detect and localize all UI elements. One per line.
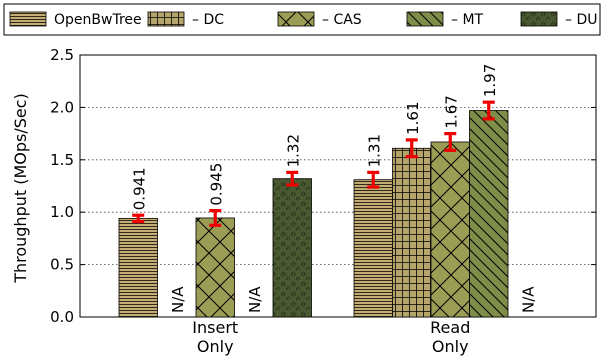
y-tick-label: 2.5 [50, 46, 74, 64]
bar-pattern [195, 217, 235, 318]
bar-pattern [392, 147, 432, 318]
bar-pattern [118, 217, 158, 318]
legend-label: – CAS [322, 12, 362, 28]
y-tick-label: 0.0 [50, 308, 74, 326]
value-label: 1.31 [365, 134, 383, 167]
legend-swatch-pattern [277, 11, 315, 27]
legend-swatch-pattern [9, 11, 47, 27]
y-axis-label: Throughput (MOps/Sec) [11, 93, 30, 284]
legend-label: OpenBwTree [54, 12, 142, 28]
bar-pattern [469, 110, 509, 318]
bar-pattern [430, 141, 470, 318]
na-label: N/A [519, 286, 537, 313]
y-tick-label: 0.5 [50, 256, 74, 274]
legend-swatch-pattern [147, 11, 185, 27]
legend-label: – DC [192, 12, 224, 28]
value-label: 0.941 [130, 167, 148, 210]
y-tick-label: 1.0 [50, 203, 74, 221]
bar-pattern [353, 179, 393, 318]
bar-pattern [272, 178, 312, 318]
y-tick-label: 1.5 [50, 151, 74, 169]
bars [118, 100, 509, 318]
x-category-label: Insert [192, 318, 238, 337]
value-label: 1.97 [481, 64, 499, 97]
legend-label: – DU [565, 12, 597, 28]
legend-swatch-pattern [406, 11, 444, 27]
value-label: 1.61 [404, 101, 422, 134]
x-category-label: Only [432, 337, 469, 356]
value-label: 1.67 [442, 95, 460, 128]
legend-swatch-pattern [520, 11, 558, 27]
y-tick-label: 2.0 [50, 98, 74, 116]
na-label: N/A [246, 286, 264, 313]
value-label: 0.945 [207, 163, 225, 206]
x-category-label: Read [430, 318, 470, 337]
legend: OpenBwTree – DC – CAS – MT – DU [3, 3, 601, 36]
plot-frame [79, 54, 597, 318]
legend-label: – MT [451, 12, 484, 28]
value-labels: 0.941 N/A 0.945 N/A 1.32 1.31 1.61 1.67 1.97 N/A [130, 64, 537, 313]
x-category-label: Only [197, 337, 234, 356]
na-label: N/A [169, 286, 187, 313]
value-label: 1.32 [284, 134, 302, 167]
